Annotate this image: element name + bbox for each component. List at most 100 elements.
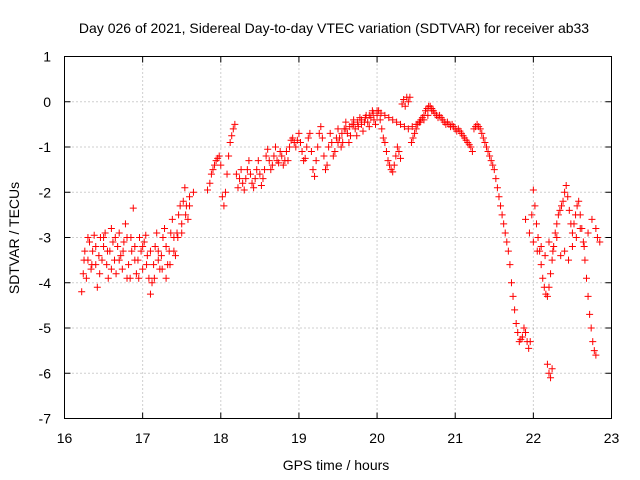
data-point <box>384 157 392 165</box>
data-point <box>489 161 497 169</box>
data-point <box>590 347 598 355</box>
data-point <box>78 288 86 296</box>
data-point <box>543 292 551 300</box>
data-point <box>179 197 187 205</box>
data-point <box>129 204 137 212</box>
data-point <box>584 229 592 237</box>
data-point <box>135 274 143 282</box>
data-point <box>381 111 389 119</box>
data-point <box>161 224 169 232</box>
data-point <box>103 247 111 255</box>
data-point <box>476 125 484 133</box>
data-point <box>103 261 111 269</box>
data-point <box>346 123 354 131</box>
x-tick-label: 21 <box>447 430 463 446</box>
data-point <box>553 220 561 228</box>
data-point <box>131 256 139 264</box>
data-point <box>178 220 186 228</box>
data-point <box>347 132 355 140</box>
data-point <box>162 243 170 251</box>
data-point <box>118 265 126 273</box>
data-point <box>320 152 328 160</box>
data-point <box>282 148 290 156</box>
data-point <box>428 107 436 115</box>
data-point <box>525 229 533 237</box>
data-point <box>128 247 136 255</box>
data-point <box>581 256 589 264</box>
data-point <box>256 170 264 178</box>
data-point <box>486 152 494 160</box>
data-point <box>534 234 542 241</box>
data-point <box>468 148 476 156</box>
data-point <box>345 138 353 146</box>
data-point <box>211 161 219 169</box>
data-point <box>186 202 194 210</box>
x-axis-label: GPS time / hours <box>283 457 390 473</box>
data-point <box>392 152 400 160</box>
data-point <box>221 188 229 196</box>
y-tick-label: -6 <box>39 365 52 381</box>
data-point <box>162 274 170 282</box>
data-point <box>95 252 103 260</box>
data-point <box>342 125 350 133</box>
data-point <box>276 148 284 156</box>
data-point <box>325 143 333 151</box>
data-point <box>170 247 178 255</box>
data-point <box>115 229 123 237</box>
data-point <box>559 197 567 205</box>
data-point <box>556 206 564 214</box>
x-tick-label: 20 <box>369 430 385 446</box>
data-point <box>239 179 247 187</box>
data-point <box>166 261 174 269</box>
data-point <box>295 129 303 137</box>
data-point <box>217 161 225 169</box>
data-point <box>226 138 234 146</box>
data-point <box>393 143 401 151</box>
y-tick-label: 1 <box>43 49 51 65</box>
data-point <box>531 202 539 210</box>
data-point <box>148 279 156 287</box>
data-point <box>359 127 367 135</box>
data-point <box>393 118 401 126</box>
data-point <box>529 186 537 194</box>
data-point <box>575 197 583 205</box>
data-point <box>503 238 511 246</box>
data-point <box>176 202 184 210</box>
data-point <box>296 138 304 146</box>
data-point <box>112 270 120 278</box>
data-point <box>154 247 162 255</box>
data-point <box>107 224 115 232</box>
data-point <box>377 109 385 117</box>
data-point <box>369 109 377 117</box>
data-point <box>361 114 369 122</box>
data-point <box>220 202 228 210</box>
data-point <box>389 168 397 176</box>
data-point <box>507 279 515 287</box>
data-point <box>357 116 365 124</box>
data-point <box>334 138 342 146</box>
data-point <box>109 238 117 246</box>
data-point <box>306 129 314 137</box>
data-point <box>408 123 416 131</box>
data-point <box>372 120 380 128</box>
data-point <box>184 215 192 223</box>
data-point <box>493 184 501 192</box>
data-point <box>265 157 273 165</box>
data-point <box>151 243 159 251</box>
data-point <box>511 306 519 314</box>
data-point <box>545 238 553 246</box>
data-point <box>482 143 490 151</box>
data-point <box>379 134 387 142</box>
data-point <box>84 234 92 241</box>
data-point <box>189 188 197 196</box>
data-point <box>178 229 186 237</box>
data-point <box>365 111 373 119</box>
data-point <box>479 134 487 142</box>
data-point <box>150 274 158 282</box>
y-tick-label: -4 <box>39 275 52 291</box>
data-point <box>329 152 337 160</box>
data-point <box>171 252 179 260</box>
data-point <box>400 123 408 131</box>
data-point <box>416 118 424 126</box>
